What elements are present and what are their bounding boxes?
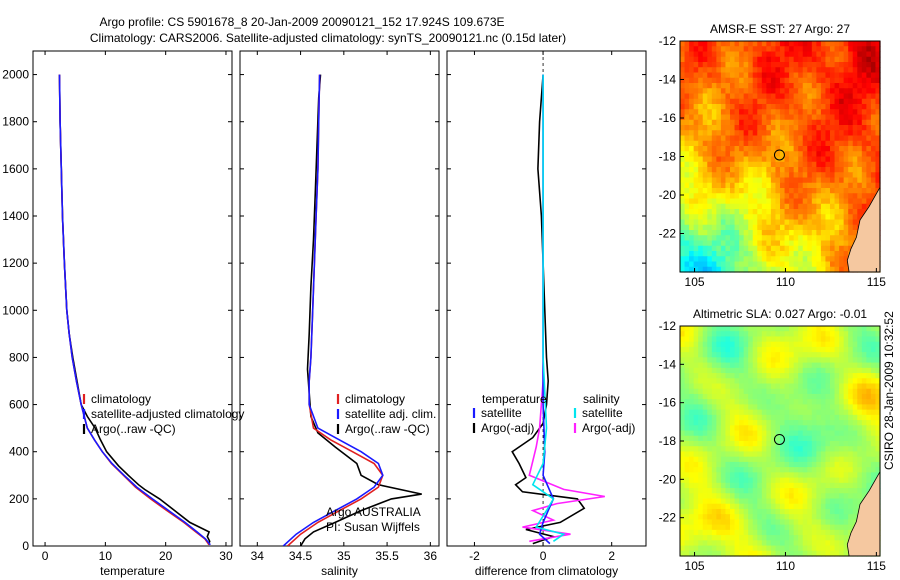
y-tick-label: -18 — [659, 150, 677, 164]
y-tick-label: -20 — [659, 188, 677, 202]
legend-label: Argo(..raw -QC) — [345, 422, 430, 436]
legend-label: climatology — [91, 392, 151, 406]
y-tick-label: 1200 — [2, 256, 29, 270]
y-tick-label: 0 — [22, 539, 29, 553]
series-line-salinity-satellite — [531, 74, 566, 542]
x-tick-label: 110 — [776, 275, 795, 289]
x-tick-label: 20 — [159, 549, 173, 563]
x-axis-label: difference from climatology — [475, 564, 618, 578]
series-line-climatology — [287, 74, 384, 546]
profile-panel-temperature: 0 10 20 30 temperature 0 200 400 600 800 1000 1200 1… — [2, 50, 244, 578]
y-tick-label: 2000 — [2, 68, 29, 82]
axes-frame — [239, 50, 440, 547]
y-tick-label: 1400 — [2, 209, 29, 223]
y-tick-label: 1600 — [2, 162, 29, 176]
map-title: AMSR-E SST: 27 Argo: 27 — [710, 22, 850, 36]
series-line-argo-raw-qc — [299, 74, 422, 546]
y-tick-label: 800 — [9, 350, 29, 364]
x-tick-label: 34 — [251, 549, 265, 563]
legend-label: Argo(-adj) — [582, 421, 635, 435]
x-tick-label: 105 — [685, 275, 705, 289]
y-tick-label: -14 — [659, 357, 677, 371]
legend-title: salinity — [583, 392, 620, 406]
x-tick-label: 36 — [424, 549, 438, 563]
series-line-satellite-adjusted-climatology — [58, 74, 211, 546]
legend-title: temperature — [482, 392, 547, 406]
legend: temperaturesatelliteArgo(-adj)salinitysa… — [472, 392, 635, 435]
title-line-1: Argo profile: CS 5901678_8 20-Jan-2009 2… — [100, 15, 505, 29]
legend-label: satellite adj. clim. — [345, 407, 436, 421]
x-tick-label: 10 — [99, 549, 113, 563]
legend-label: satellite-adjusted climatology — [91, 407, 244, 421]
series-line-climatology — [58, 74, 210, 546]
legend-label: Argo(..raw -QC) — [91, 422, 176, 436]
y-tick-label: 1000 — [2, 303, 29, 317]
argo-location-marker — [773, 433, 785, 445]
y-tick-label: 600 — [9, 398, 29, 412]
y-tick-label: -12 — [659, 319, 677, 333]
map-panel-sla_map: 105 110 115 -12 -14 -16 -18 -20 -22 Altimetric SL… — [659, 307, 887, 573]
y-tick-label: 400 — [9, 445, 29, 459]
x-tick-label: 115 — [867, 559, 886, 573]
x-tick-label: 0 — [42, 549, 49, 563]
x-tick-label: 105 — [685, 559, 705, 573]
map-field — [680, 326, 881, 557]
legend-label: satellite — [582, 406, 623, 420]
x-tick-label: 115 — [867, 275, 886, 289]
series-line-satellite-adj-clim — [282, 74, 384, 546]
x-tick-label: 35.5 — [375, 549, 399, 563]
x-axis-label: temperature — [100, 564, 165, 578]
x-tick-label: -2 — [469, 549, 480, 563]
legend-label: climatology — [345, 392, 405, 406]
map-panel-sst_map: 105 110 115 -12 -14 -16 -18 -20 -22 AMSR-E SST: 2… — [659, 22, 887, 289]
y-tick-label: -16 — [659, 111, 677, 125]
x-tick-label: 110 — [776, 559, 795, 573]
series-line-temperature-argo-adj — [511, 74, 586, 545]
axes-frame — [446, 50, 647, 547]
y-tick-label: -22 — [659, 511, 677, 525]
legend-label: satellite — [481, 406, 522, 420]
series-line-salinity-argo-adj — [522, 74, 605, 543]
profile-panel-salinity: 34 34.5 35 35.5 36 salinity climatologysatelli… — [239, 50, 440, 578]
legend-label: Argo(-adj) — [481, 421, 534, 435]
y-tick-label: -18 — [659, 434, 677, 448]
map-field — [680, 41, 881, 273]
y-tick-label: -20 — [659, 472, 677, 486]
map-title: Altimetric SLA: 0.027 Argo: -0.01 — [693, 307, 867, 321]
x-axis-label: salinity — [321, 564, 358, 578]
axes-frame — [32, 50, 233, 547]
y-tick-label: -22 — [659, 227, 677, 241]
title-line-2: Climatology: CARS2006. Satellite-adjuste… — [90, 31, 566, 45]
argo-location-marker — [773, 149, 785, 161]
y-tick-label: 200 — [9, 492, 29, 506]
y-tick-label: -14 — [659, 73, 677, 87]
attribution-text: Argo AUSTRALIA — [326, 505, 421, 519]
side-timestamp-label: CSIRO 28-Jan-2009 10:32:52 — [882, 311, 896, 470]
y-tick-label: -16 — [659, 396, 677, 410]
attribution-text: PI: Susan Wijffels — [326, 520, 420, 534]
series-line-temperature-satellite — [538, 74, 555, 545]
y-tick-label: 1800 — [2, 115, 29, 129]
x-tick-label: 2 — [608, 549, 615, 563]
x-tick-label: 30 — [219, 549, 233, 563]
x-tick-label: 34.5 — [289, 549, 313, 563]
x-tick-label: 35 — [337, 549, 351, 563]
y-tick-label: -12 — [659, 34, 677, 48]
x-tick-label: 0 — [540, 549, 547, 563]
series-line-argo-raw-qc — [58, 74, 211, 546]
